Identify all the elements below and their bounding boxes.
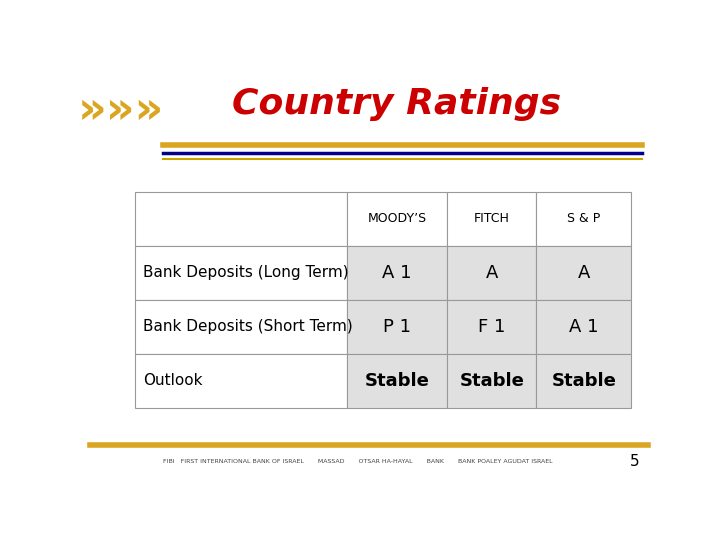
Text: Stable: Stable (459, 372, 524, 390)
FancyBboxPatch shape (347, 192, 447, 246)
Text: FITCH: FITCH (474, 212, 510, 225)
Text: FIBI   FIRST INTERNATIONAL BANK OF ISRAEL       MASSAD       OTSAR HA-HAYAL     : FIBI FIRST INTERNATIONAL BANK OF ISRAEL … (163, 460, 553, 464)
Text: »»»: »»» (78, 89, 164, 132)
FancyBboxPatch shape (347, 354, 447, 408)
FancyBboxPatch shape (536, 246, 631, 300)
FancyBboxPatch shape (347, 300, 447, 354)
Text: Outlook: Outlook (143, 373, 202, 388)
Text: S & P: S & P (567, 212, 600, 225)
Text: A 1: A 1 (569, 318, 598, 336)
FancyBboxPatch shape (447, 300, 536, 354)
FancyBboxPatch shape (447, 354, 536, 408)
FancyBboxPatch shape (447, 192, 536, 246)
Text: MOODY’S: MOODY’S (367, 212, 426, 225)
Text: F 1: F 1 (478, 318, 505, 336)
Text: 5: 5 (630, 454, 639, 469)
Text: A: A (577, 264, 590, 282)
FancyBboxPatch shape (536, 300, 631, 354)
Text: Bank Deposits (Short Term): Bank Deposits (Short Term) (143, 319, 353, 334)
FancyBboxPatch shape (536, 192, 631, 246)
Text: A 1: A 1 (382, 264, 412, 282)
FancyBboxPatch shape (135, 192, 347, 246)
Text: Country Ratings: Country Ratings (233, 87, 562, 122)
Text: Stable: Stable (364, 372, 429, 390)
FancyBboxPatch shape (447, 246, 536, 300)
Text: A: A (485, 264, 498, 282)
FancyBboxPatch shape (135, 246, 347, 300)
FancyBboxPatch shape (135, 354, 347, 408)
FancyBboxPatch shape (536, 354, 631, 408)
FancyBboxPatch shape (135, 300, 347, 354)
Text: P 1: P 1 (383, 318, 411, 336)
FancyBboxPatch shape (347, 246, 447, 300)
Text: Bank Deposits (Long Term): Bank Deposits (Long Term) (143, 265, 348, 280)
Text: Stable: Stable (552, 372, 616, 390)
